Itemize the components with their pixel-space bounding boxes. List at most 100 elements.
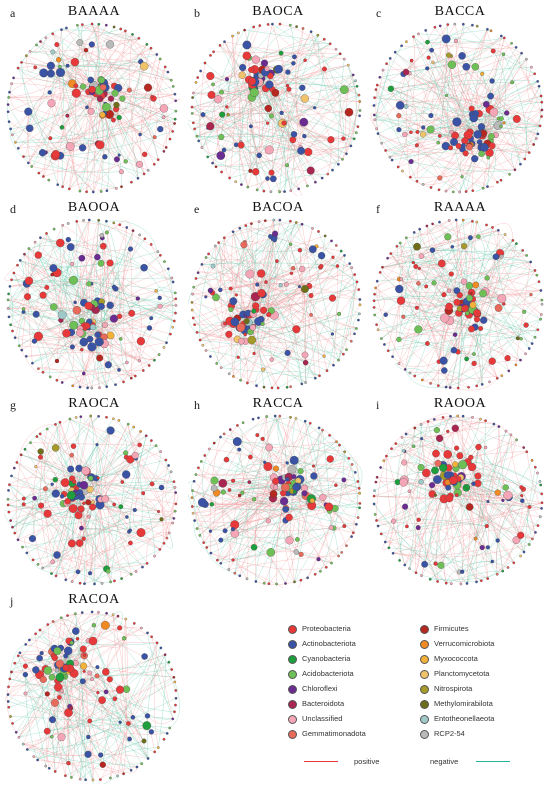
network-node (89, 637, 97, 645)
network-node (284, 282, 288, 286)
network-node (300, 579, 302, 581)
network-node (461, 137, 468, 144)
network-node (388, 86, 394, 92)
network-node (106, 569, 110, 573)
network-node (192, 92, 194, 94)
network-node (98, 219, 100, 221)
network-node (285, 70, 290, 75)
network-node (226, 331, 233, 338)
network-node (298, 285, 301, 288)
network-node (318, 252, 325, 259)
network-node (219, 90, 224, 95)
network-node (269, 114, 274, 119)
network-node (72, 628, 79, 635)
network-node (195, 473, 197, 475)
network-node (44, 510, 52, 518)
network-node (515, 46, 517, 48)
network-node (473, 309, 480, 316)
network-node (130, 377, 132, 379)
network-node (197, 76, 199, 78)
network-node (155, 445, 157, 447)
network-node (323, 355, 326, 358)
network-node (165, 459, 167, 461)
network-node (158, 304, 163, 309)
network-node (119, 224, 121, 226)
network-node (528, 347, 530, 349)
network-node (229, 287, 233, 291)
network-node (317, 34, 319, 36)
network-node (120, 577, 122, 579)
network-node (138, 359, 141, 362)
network-node (118, 419, 120, 421)
network-node (96, 691, 99, 694)
network-node (48, 90, 52, 94)
network-node (343, 58, 345, 60)
network-node (309, 293, 314, 298)
panel-title: RAOOA (370, 396, 550, 412)
network-node (249, 169, 253, 173)
network-node (223, 433, 225, 435)
network-node (14, 141, 16, 143)
network-node (175, 689, 177, 691)
network-node (337, 163, 339, 165)
network-node (109, 581, 111, 583)
network-edge (40, 630, 157, 645)
network-node (279, 219, 281, 221)
legend-swatch (288, 730, 297, 739)
network-node (441, 367, 447, 373)
legend-label: Entotheonellaeota (434, 714, 494, 723)
network-node (375, 481, 377, 483)
network-node (132, 230, 134, 232)
network-node (264, 281, 267, 284)
network-node (65, 27, 67, 29)
network-node (9, 678, 11, 680)
network-node (386, 257, 388, 259)
network-node (119, 721, 122, 724)
network-node (52, 444, 59, 451)
network-node (88, 719, 92, 723)
network-node (232, 231, 234, 233)
network-node (273, 219, 275, 221)
network-node (51, 273, 54, 276)
network-node (414, 427, 416, 429)
network-node (520, 499, 524, 503)
network-node (487, 500, 490, 503)
network-node (143, 721, 151, 729)
network-node (149, 729, 154, 734)
network-node (480, 545, 485, 550)
network-node (303, 360, 308, 365)
network-node (397, 127, 402, 132)
network-node (271, 23, 273, 25)
network-node (117, 626, 122, 631)
negative-edge-label: negative (430, 757, 458, 766)
network-node (375, 324, 377, 326)
network-node (336, 264, 339, 267)
network-node (137, 337, 145, 345)
network-node (294, 549, 299, 554)
network-node (321, 429, 323, 431)
network-node (486, 185, 488, 187)
legend-label: Bacteroidota (302, 699, 344, 708)
network-node (310, 498, 315, 503)
network-node (300, 118, 308, 126)
network-node (92, 191, 94, 193)
network-node (520, 494, 523, 497)
network-node (100, 84, 106, 90)
network-node (120, 186, 122, 188)
network-node (41, 567, 43, 569)
network-node (479, 418, 481, 420)
network-node (165, 146, 167, 148)
network-node (58, 733, 66, 741)
network-node (69, 276, 78, 285)
network-node (463, 151, 469, 157)
network-node (306, 185, 308, 187)
network-node (219, 479, 227, 487)
network-node (50, 735, 53, 738)
network-node (34, 241, 36, 243)
panel-title: BAAAA (4, 4, 184, 20)
legend-item: Gemmatimonadota (284, 728, 414, 743)
network-node (269, 170, 275, 176)
network-node (196, 135, 198, 137)
